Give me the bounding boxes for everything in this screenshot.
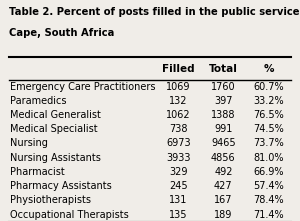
- Text: 74.5%: 74.5%: [253, 124, 284, 134]
- Text: 73.7%: 73.7%: [253, 139, 284, 149]
- Text: 71.4%: 71.4%: [253, 210, 284, 219]
- Text: 6973: 6973: [166, 139, 190, 149]
- Text: 492: 492: [214, 167, 232, 177]
- Text: 1760: 1760: [211, 82, 236, 92]
- Text: Nursing Assistants: Nursing Assistants: [11, 153, 101, 163]
- Text: Paramedics: Paramedics: [11, 96, 67, 106]
- Text: 135: 135: [169, 210, 188, 219]
- Text: Medical Specialist: Medical Specialist: [11, 124, 98, 134]
- Text: 66.9%: 66.9%: [253, 167, 284, 177]
- Text: 4856: 4856: [211, 153, 236, 163]
- Text: Cape, South Africa: Cape, South Africa: [9, 28, 114, 38]
- Text: 1069: 1069: [166, 82, 190, 92]
- Text: 427: 427: [214, 181, 232, 191]
- Text: %: %: [263, 63, 274, 74]
- Text: Table 2. Percent of posts filled in the public service in the Western: Table 2. Percent of posts filled in the …: [9, 7, 300, 17]
- Text: 76.5%: 76.5%: [253, 110, 284, 120]
- Text: 3933: 3933: [166, 153, 190, 163]
- Text: 81.0%: 81.0%: [253, 153, 284, 163]
- Text: Medical Generalist: Medical Generalist: [11, 110, 101, 120]
- Text: 189: 189: [214, 210, 232, 219]
- Text: 132: 132: [169, 96, 188, 106]
- Text: Pharmacist: Pharmacist: [11, 167, 65, 177]
- Text: 1062: 1062: [166, 110, 190, 120]
- Text: 9465: 9465: [211, 139, 236, 149]
- Text: Occupational Therapists: Occupational Therapists: [11, 210, 129, 219]
- Text: 57.4%: 57.4%: [253, 181, 284, 191]
- Text: 245: 245: [169, 181, 188, 191]
- Text: 78.4%: 78.4%: [253, 195, 284, 205]
- Text: 131: 131: [169, 195, 188, 205]
- Text: 397: 397: [214, 96, 232, 106]
- Text: 991: 991: [214, 124, 232, 134]
- Text: 1388: 1388: [211, 110, 236, 120]
- Text: Nursing: Nursing: [11, 139, 48, 149]
- Text: 167: 167: [214, 195, 232, 205]
- Text: Pharmacy Assistants: Pharmacy Assistants: [11, 181, 112, 191]
- Text: 33.2%: 33.2%: [253, 96, 284, 106]
- Text: 329: 329: [169, 167, 188, 177]
- Text: Total: Total: [209, 63, 238, 74]
- Text: Physiotherapists: Physiotherapists: [11, 195, 92, 205]
- Text: 60.7%: 60.7%: [253, 82, 284, 92]
- Text: Filled: Filled: [162, 63, 194, 74]
- Text: Emergency Care Practitioners: Emergency Care Practitioners: [11, 82, 156, 92]
- Text: 738: 738: [169, 124, 188, 134]
